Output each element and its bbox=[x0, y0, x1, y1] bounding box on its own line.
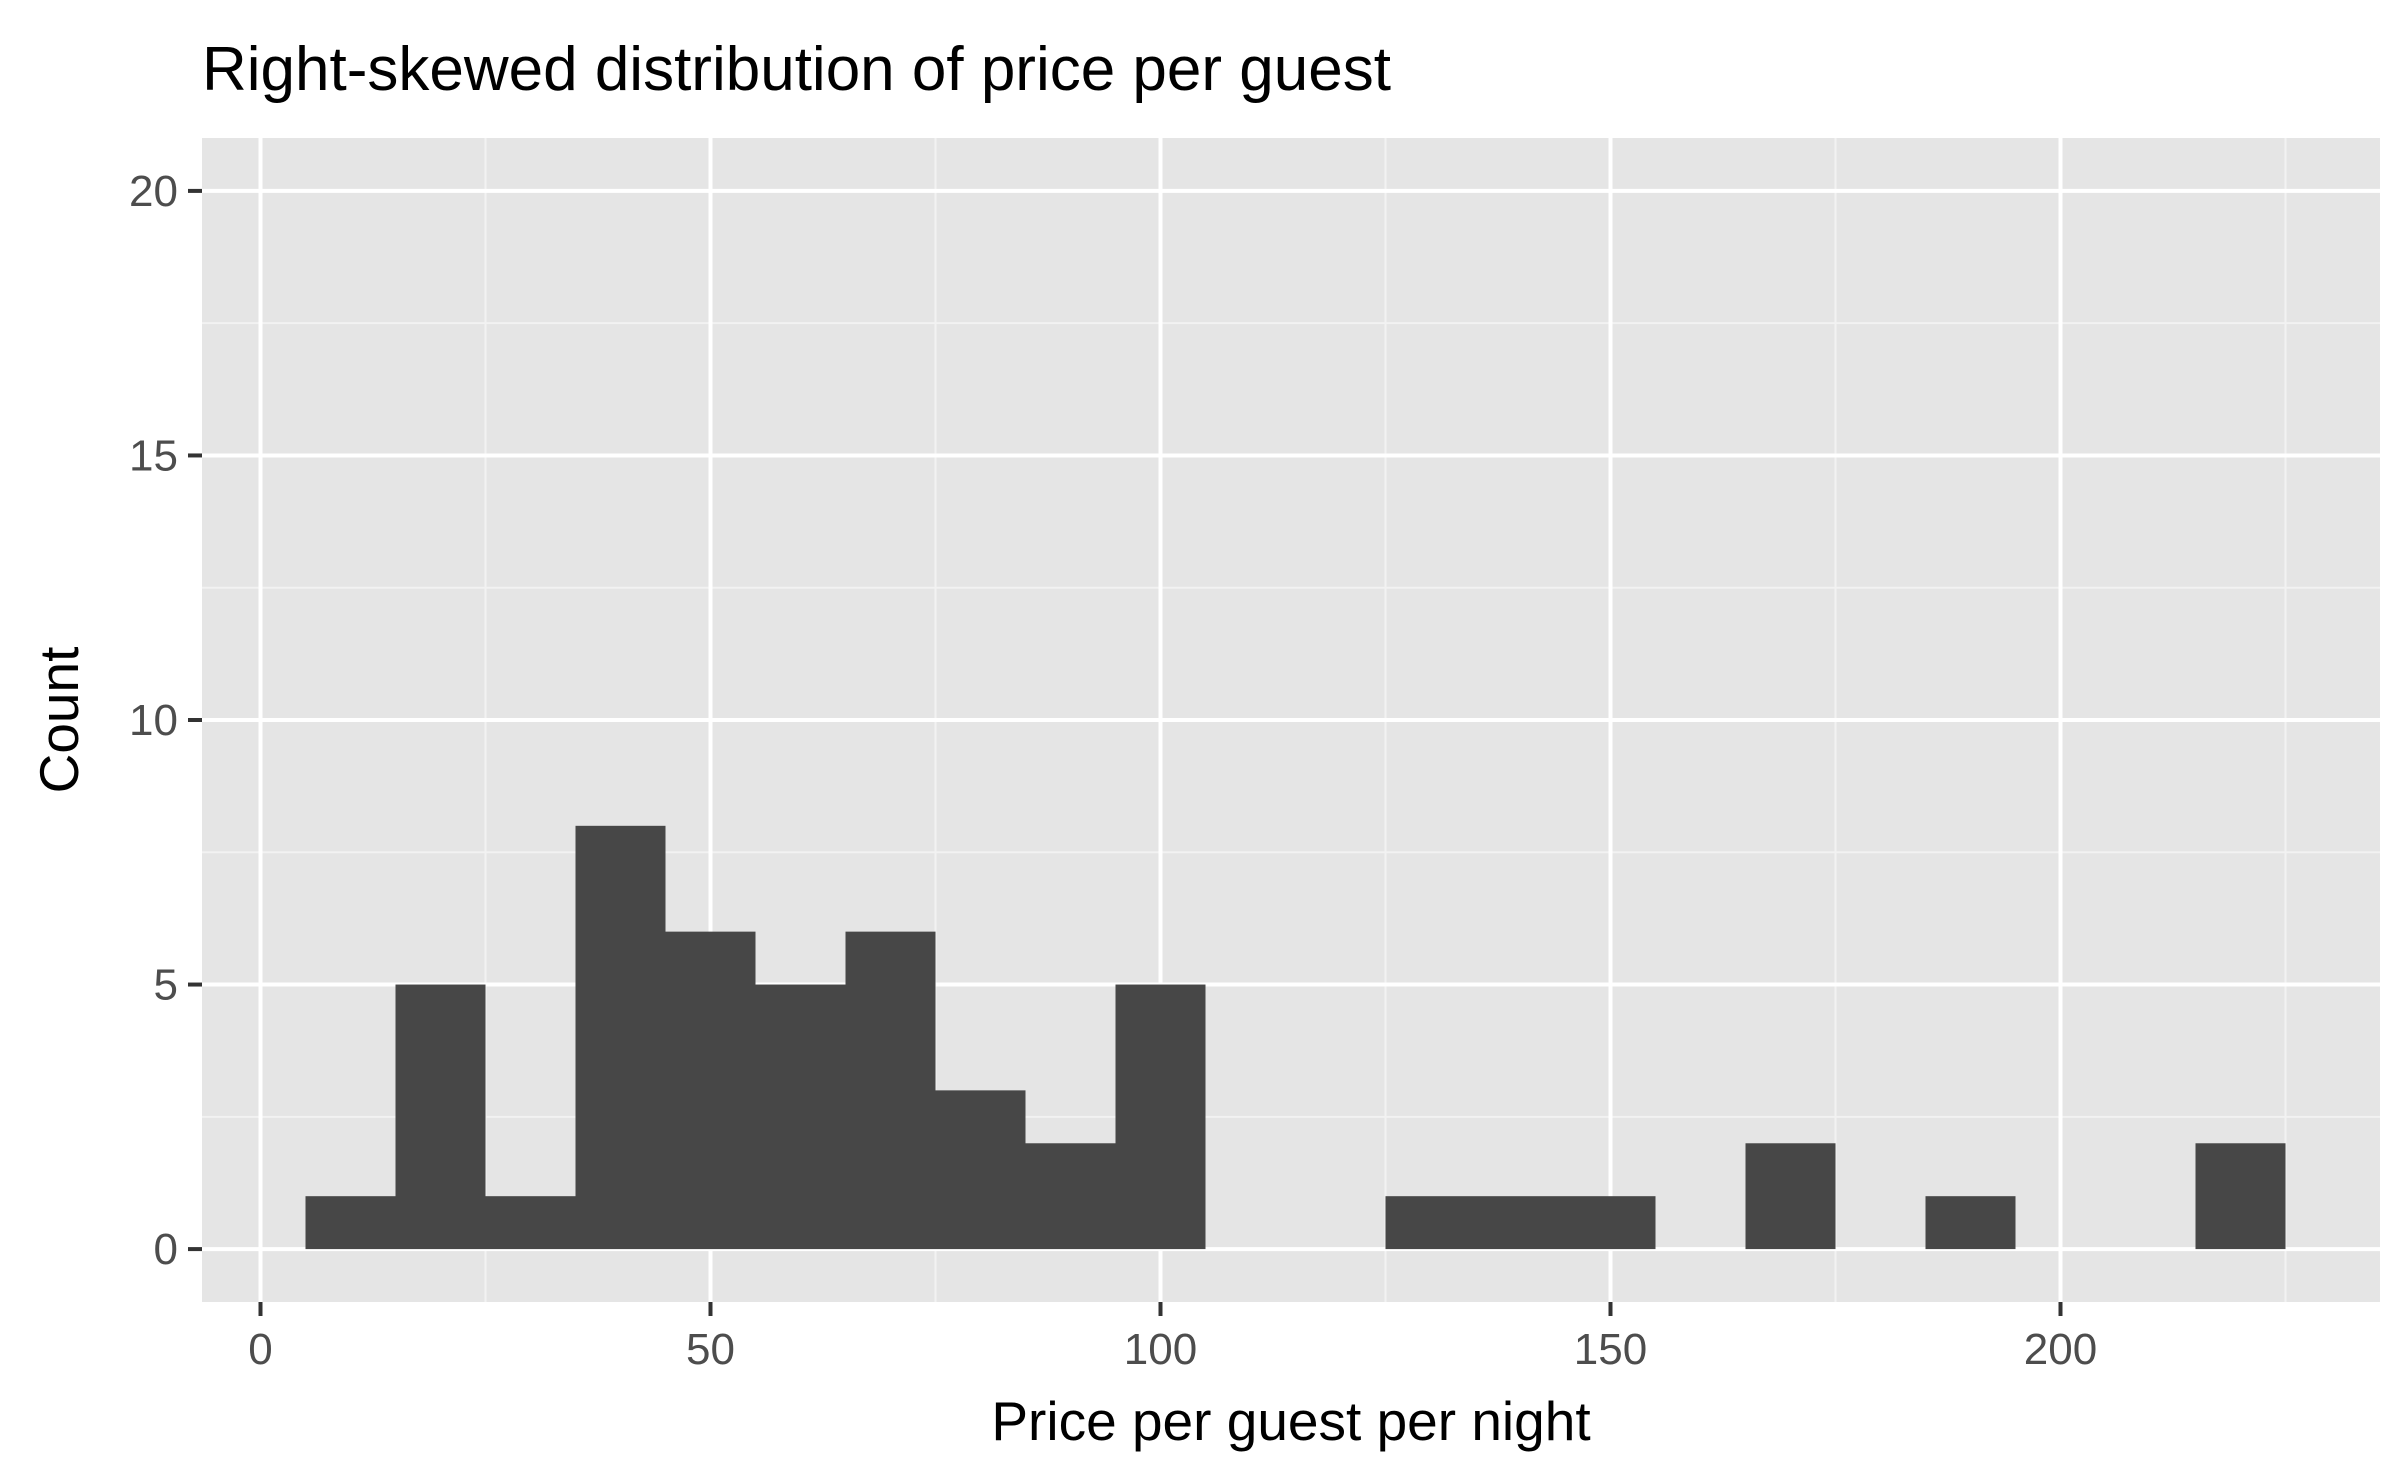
histogram-bar bbox=[485, 1196, 576, 1250]
chart-title: Right-skewed distribution of price per g… bbox=[202, 35, 1391, 104]
x-tick-label: 0 bbox=[248, 1325, 272, 1374]
y-axis: 0 5 10 15 20 bbox=[129, 167, 202, 1274]
y-tick-label: 0 bbox=[154, 1225, 178, 1274]
x-tick-label: 50 bbox=[686, 1325, 735, 1374]
y-tick-label: 20 bbox=[129, 167, 178, 216]
x-tick-label: 200 bbox=[2024, 1325, 2097, 1374]
histogram-bar bbox=[935, 1090, 1026, 1250]
x-axis-title: Price per guest per night bbox=[991, 1390, 1590, 1452]
histogram-bar bbox=[1475, 1196, 1566, 1250]
histogram-bar bbox=[2195, 1143, 2286, 1250]
histogram-bar bbox=[575, 825, 666, 1250]
x-tick-label: 100 bbox=[1124, 1325, 1197, 1374]
histogram-bar bbox=[1565, 1196, 1656, 1250]
histogram-bar bbox=[305, 1196, 396, 1250]
histogram-bar bbox=[845, 931, 936, 1250]
y-tick-label: 15 bbox=[129, 431, 178, 480]
bars-layer bbox=[305, 825, 2286, 1250]
x-tick-label: 150 bbox=[1574, 1325, 1647, 1374]
y-tick-label: 5 bbox=[154, 961, 178, 1010]
y-axis-title: Count bbox=[28, 647, 90, 794]
histogram-bar bbox=[395, 984, 486, 1250]
x-axis: 0 50 100 150 200 bbox=[248, 1302, 2097, 1374]
histogram-bar bbox=[755, 984, 846, 1250]
histogram-bar bbox=[1745, 1143, 1836, 1250]
histogram-bar bbox=[1115, 984, 1206, 1250]
histogram-bar bbox=[1025, 1143, 1116, 1250]
histogram-bar bbox=[1385, 1196, 1476, 1250]
y-tick-label: 10 bbox=[129, 696, 178, 745]
histogram-bar bbox=[665, 931, 756, 1250]
histogram-bar bbox=[1925, 1196, 2016, 1250]
